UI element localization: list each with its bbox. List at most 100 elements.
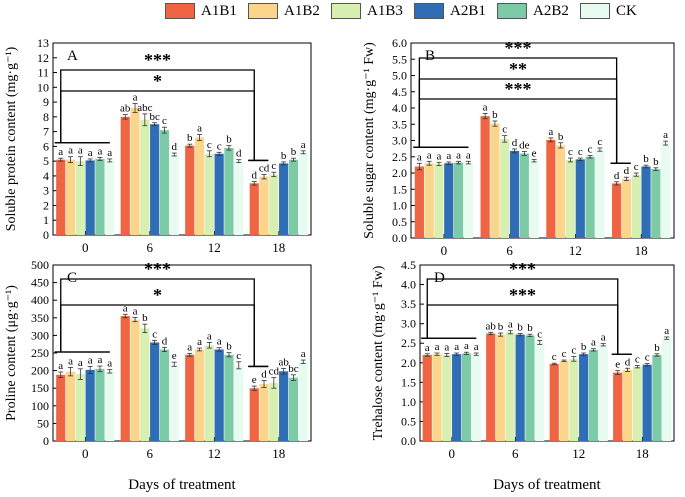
significance-letter: c bbox=[271, 160, 276, 172]
bar bbox=[480, 116, 490, 238]
y-tick-label: 1.5 bbox=[401, 375, 416, 389]
y-tick-label: 4.0 bbox=[392, 101, 407, 115]
bar bbox=[519, 153, 529, 238]
bar bbox=[585, 156, 595, 238]
y-tick-label: 2.0 bbox=[401, 356, 416, 370]
bar bbox=[529, 160, 539, 238]
bar bbox=[515, 334, 525, 441]
significance-letter: b bbox=[291, 146, 297, 158]
y-tick-label: 3 bbox=[43, 184, 49, 198]
bar bbox=[234, 365, 244, 441]
y-tick-label: 1.5 bbox=[392, 182, 407, 196]
y-tick-label: 1 bbox=[43, 213, 49, 227]
y-tick-label: 1.0 bbox=[392, 199, 407, 213]
significance-letter: a bbox=[58, 360, 63, 372]
significance-letter: c bbox=[578, 146, 583, 158]
significance-letter: a bbox=[58, 146, 63, 158]
significance-letter: a bbox=[548, 126, 553, 138]
legend-item-a1b2: A1B2 bbox=[248, 2, 320, 20]
y-axis-label: Soluble sugar content (mg·g⁻¹ Fw) bbox=[362, 42, 377, 239]
legend-item-a2b2: A2B2 bbox=[497, 2, 569, 20]
legend-swatch bbox=[248, 3, 278, 19]
bar bbox=[579, 354, 589, 441]
bar bbox=[642, 364, 652, 441]
bar bbox=[661, 143, 671, 238]
significance-letter: c bbox=[645, 352, 650, 364]
significance-letter: b bbox=[558, 131, 564, 143]
significance-letter: b bbox=[581, 341, 587, 353]
significance-letter: a bbox=[133, 305, 138, 317]
panel-letter: A bbox=[67, 48, 78, 64]
bar bbox=[75, 161, 85, 235]
panel-letter: C bbox=[67, 270, 77, 286]
legend-label: A2B2 bbox=[533, 2, 569, 19]
bar bbox=[65, 159, 76, 235]
bar bbox=[569, 358, 579, 441]
significance-letter: a bbox=[591, 337, 596, 349]
y-tick-label: 300 bbox=[31, 328, 49, 342]
significance-letter: c bbox=[162, 115, 167, 127]
bar bbox=[140, 119, 150, 235]
significance-letter: b bbox=[643, 153, 649, 165]
bar bbox=[269, 382, 279, 441]
bar bbox=[279, 163, 289, 235]
bar bbox=[105, 160, 115, 235]
significance-letter: a bbox=[217, 336, 222, 348]
y-tick-label: 4 bbox=[43, 169, 49, 183]
significance-letter: b bbox=[498, 321, 504, 333]
bar bbox=[641, 166, 651, 238]
y-tick-label: 4.0 bbox=[401, 278, 416, 292]
bar bbox=[549, 363, 559, 441]
significance-letter: a bbox=[88, 147, 93, 159]
significance-bracket bbox=[426, 304, 619, 355]
significance-letter: d bbox=[624, 165, 630, 177]
bar bbox=[288, 377, 299, 441]
panel-b: B Soluble sugar content (mg·g⁻¹ Fw) 0.0 0… bbox=[362, 36, 675, 258]
bar bbox=[422, 354, 432, 441]
bar bbox=[204, 153, 214, 235]
bar bbox=[546, 139, 556, 238]
significance-letter: d bbox=[261, 368, 267, 380]
significance-letter: a bbox=[601, 332, 606, 344]
bar bbox=[442, 354, 452, 441]
bar bbox=[224, 147, 234, 235]
significance-letter: d bbox=[512, 137, 518, 149]
bar bbox=[414, 166, 424, 238]
bar bbox=[194, 137, 205, 235]
significance-letter: a bbox=[133, 92, 138, 104]
bar bbox=[622, 369, 633, 441]
bar bbox=[120, 116, 130, 235]
legend-label: A1B3 bbox=[367, 2, 403, 19]
significance-letter: d bbox=[162, 335, 168, 347]
bar bbox=[130, 319, 140, 441]
bar bbox=[204, 345, 214, 441]
significance-letter: a bbox=[483, 102, 488, 114]
y-tick-label: 100 bbox=[31, 399, 49, 413]
significance-letter: c bbox=[207, 139, 212, 151]
significance-letter: a bbox=[78, 357, 83, 369]
bar bbox=[559, 360, 569, 441]
bar bbox=[279, 371, 289, 441]
significance-letter: d bbox=[614, 170, 620, 182]
y-tick-label: 50 bbox=[37, 416, 49, 430]
significance-letter: a bbox=[454, 341, 459, 353]
significance-stars: * bbox=[153, 285, 162, 305]
bar bbox=[75, 374, 85, 441]
legend-swatch bbox=[414, 3, 444, 19]
bar bbox=[621, 178, 632, 238]
y-tick-label: 0.5 bbox=[401, 414, 416, 428]
significance-letter: a bbox=[417, 151, 422, 163]
bar bbox=[65, 371, 76, 441]
legend-label: A1B2 bbox=[284, 2, 320, 19]
y-tick-label: 0.5 bbox=[392, 215, 407, 229]
bar bbox=[424, 163, 434, 238]
panel-a: A Soluble protein content (mg·g⁻¹) 01234… bbox=[4, 36, 312, 255]
x-tick-label: 18 bbox=[635, 243, 648, 258]
bar bbox=[612, 183, 622, 238]
significance-letter: a bbox=[301, 348, 306, 360]
bar bbox=[249, 388, 259, 441]
significance-letter: c bbox=[588, 143, 593, 155]
bar bbox=[298, 361, 308, 441]
significance-letter: a bbox=[78, 145, 83, 157]
